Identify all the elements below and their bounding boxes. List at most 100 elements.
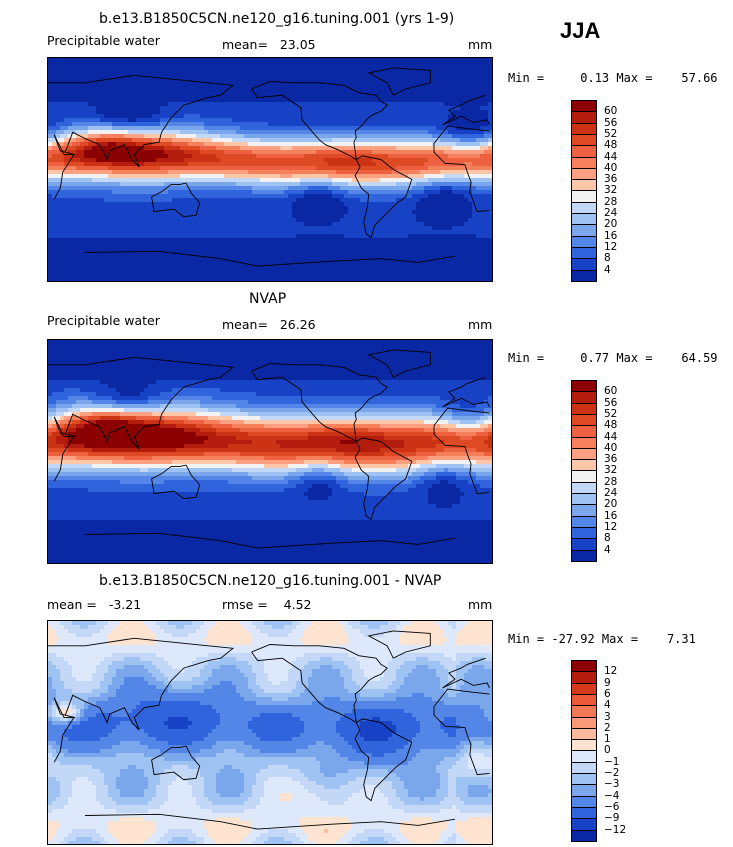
field-cell xyxy=(408,98,413,103)
field-cell xyxy=(416,110,421,115)
field-cell xyxy=(140,178,145,183)
field-cell xyxy=(156,82,161,87)
field-cell xyxy=(448,150,453,155)
field-cell xyxy=(400,150,405,155)
field-cell xyxy=(180,222,185,227)
field-cell xyxy=(396,230,401,235)
field-cell xyxy=(352,174,357,179)
field-cell xyxy=(296,86,301,91)
field-cell xyxy=(244,106,249,111)
field-cell xyxy=(368,134,373,139)
field-cell xyxy=(352,110,357,115)
field-cell xyxy=(316,126,321,131)
field-cell xyxy=(264,190,269,195)
field-cell xyxy=(340,106,345,111)
field-cell xyxy=(248,182,253,187)
field-cell xyxy=(176,202,181,207)
field-cell xyxy=(392,158,397,163)
field-cell xyxy=(480,102,485,107)
field-cell xyxy=(344,78,349,83)
field-cell xyxy=(108,102,113,107)
field-cell xyxy=(256,150,261,155)
field-cell xyxy=(68,234,73,239)
field-cell xyxy=(304,118,309,123)
field-cell xyxy=(276,86,281,91)
field-cell xyxy=(124,142,129,147)
field-cell xyxy=(272,194,277,199)
field-cell xyxy=(320,78,325,83)
field-cell xyxy=(308,218,313,223)
field-cell xyxy=(472,162,477,167)
field-cell xyxy=(164,110,169,115)
field-cell xyxy=(52,214,57,219)
field-cell xyxy=(284,178,289,183)
field-cell xyxy=(208,206,213,211)
field-cell xyxy=(356,114,361,119)
field-cell xyxy=(120,62,125,67)
field-cell xyxy=(76,158,81,163)
field-cell xyxy=(416,170,421,175)
field-cell xyxy=(256,118,261,123)
field-cell xyxy=(116,182,121,187)
field-cell xyxy=(156,90,161,95)
field-cell xyxy=(348,190,353,195)
field-cell xyxy=(200,182,205,187)
field-cell xyxy=(200,146,205,151)
field-cell xyxy=(408,138,413,143)
field-cell xyxy=(400,102,405,107)
field-cell xyxy=(80,90,85,95)
field-cell xyxy=(472,58,477,63)
field-cell xyxy=(112,182,117,187)
field-cell xyxy=(352,234,357,239)
field-cell xyxy=(388,110,393,115)
field-cell xyxy=(316,230,321,235)
field-cell xyxy=(284,218,289,223)
field-cell xyxy=(312,142,317,147)
field-cell xyxy=(428,62,433,67)
field-cell xyxy=(456,102,461,107)
field-cell xyxy=(360,70,365,75)
field-cell xyxy=(124,62,129,67)
field-cell xyxy=(48,78,53,83)
field-cell xyxy=(340,142,345,147)
field-cell xyxy=(340,190,345,195)
field-cell xyxy=(272,214,277,219)
field-cell xyxy=(476,226,481,231)
field-cell xyxy=(380,90,385,95)
field-cell xyxy=(276,150,281,155)
field-cell xyxy=(168,202,173,207)
field-cell xyxy=(200,126,205,131)
field-cell xyxy=(328,66,333,71)
field-cell xyxy=(416,78,421,83)
field-cell xyxy=(456,58,461,63)
field-cell xyxy=(152,86,157,91)
field-cell xyxy=(124,218,129,223)
field-cell xyxy=(460,182,465,187)
field-cell xyxy=(312,162,317,167)
field-cell xyxy=(188,154,193,159)
field-cell xyxy=(296,142,301,147)
field-cell xyxy=(376,106,381,111)
field-cell xyxy=(188,210,193,215)
field-cell xyxy=(196,90,201,95)
field-cell xyxy=(332,222,337,227)
field-cell xyxy=(104,58,109,63)
field-cell xyxy=(300,82,305,87)
field-cell xyxy=(76,78,81,83)
field-cell xyxy=(232,66,237,71)
field-cell xyxy=(304,130,309,135)
field-cell xyxy=(436,174,441,179)
field-cell xyxy=(380,98,385,103)
field-cell xyxy=(292,110,297,115)
field-cell xyxy=(288,150,293,155)
field-cell xyxy=(244,234,249,239)
field-cell xyxy=(448,222,453,227)
field-cell xyxy=(368,78,373,83)
field-cell xyxy=(72,162,77,167)
field-cell xyxy=(300,198,305,203)
field-cell xyxy=(420,158,425,163)
field-cell xyxy=(372,122,377,127)
field-cell xyxy=(304,142,309,147)
field-cell xyxy=(156,162,161,167)
field-cell xyxy=(164,126,169,131)
